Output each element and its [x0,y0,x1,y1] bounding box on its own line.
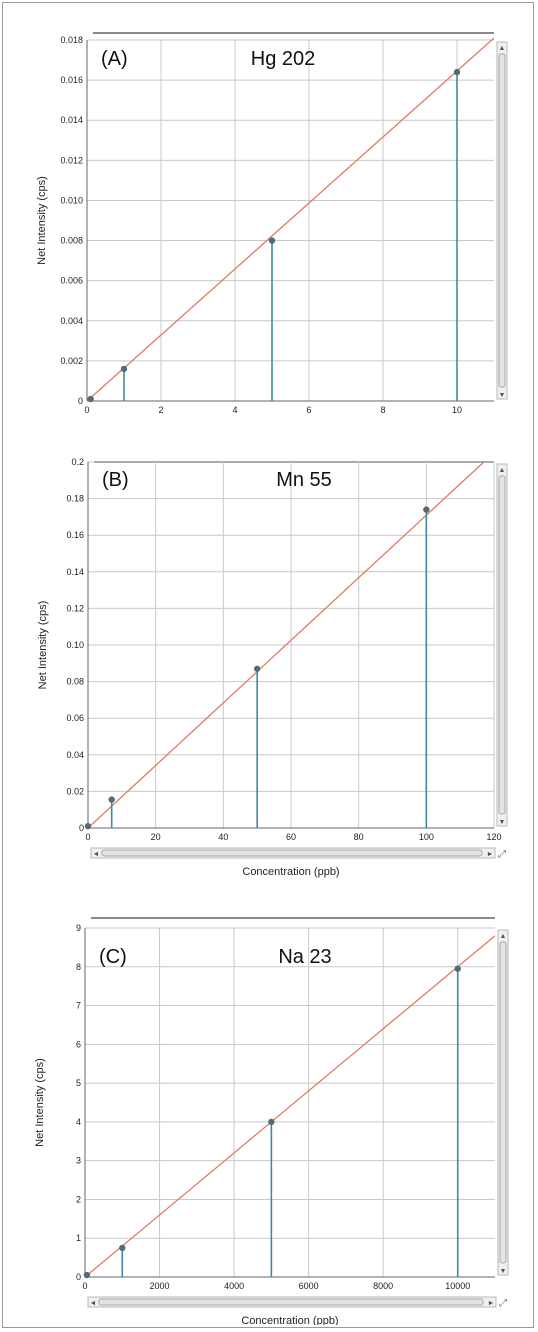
y-tick-label: 6 [76,1039,81,1049]
x-tick-label: 2000 [150,1281,170,1291]
scroll-up-arrow-icon[interactable]: ▲ [499,45,506,52]
y-tick-label: 9 [76,923,81,933]
x-axis-label: Concentration (ppb) [242,866,339,878]
y-tick-label: 0.010 [60,195,83,205]
y-tick-label: 0.18 [66,494,84,504]
x-tick-label: 6 [306,405,311,415]
calibration-fit-line [87,38,494,401]
y-axis-label: Net Intensity (cps) [34,1058,46,1147]
vertical-scroll-thumb[interactable] [498,53,506,388]
x-tick-label: 10 [452,405,462,415]
x-tick-label: 0 [84,405,89,415]
y-tick-label: 0.12 [66,603,84,613]
y-tick-label: 0.14 [66,567,84,577]
chart-panel-a: 0 0.002 0.004 0.006 0.008 0.010 0.012 0.014 0.01… [36,32,508,415]
chart-panel-b: 0 0.02 0.04 0.06 0.08 0.10 0.12 0.14 0.16 0.18 0.2… [37,457,508,878]
y-tick-label: 0.16 [66,530,84,540]
y-tick-label: 5 [76,1078,81,1088]
expand-icon[interactable]: ⤢ [498,849,506,860]
x-tick-label: 4000 [224,1281,244,1291]
data-point [120,365,128,373]
scroll-left-arrow-icon[interactable]: ◄ [90,1300,97,1307]
scroll-down-arrow-icon[interactable]: ▼ [500,1268,507,1275]
data-point [268,1118,275,1126]
y-tick-label: 0.002 [60,356,83,366]
x-tick-label: 10000 [445,1281,470,1291]
x-tick-label: 8000 [373,1281,393,1291]
panel-tag: (B) [102,469,129,491]
y-tick-label: 0.008 [60,236,83,246]
x-tick-label: 120 [486,832,501,842]
y-tick-label: 0.014 [60,115,83,125]
x-tick-label: 60 [286,832,296,842]
y-tick-label: 0.018 [60,35,83,45]
x-tick-label: 4 [232,405,237,415]
data-point [83,1271,91,1279]
vertical-scroll-thumb[interactable] [498,475,506,815]
y-tick-label: 0.004 [60,316,83,326]
vertical-scroll-thumb[interactable] [499,941,507,1264]
x-tick-label: 6000 [299,1281,319,1291]
y-tick-label: 0 [79,823,84,833]
x-tick-label: 0 [85,832,90,842]
y-axis-label: Net Intensity (cps) [37,601,49,690]
y-tick-label: 2 [76,1194,81,1204]
calibration-fit-line [85,935,495,1277]
data-point [84,822,92,830]
x-tick-label: 0 [82,1281,87,1291]
y-tick-label: 8 [76,962,81,972]
scroll-left-arrow-icon[interactable]: ◄ [93,851,100,858]
x-tick-label: 20 [151,832,161,842]
x-tick-label: 2 [158,405,163,415]
data-point [453,68,461,76]
y-tick-label: 7 [76,1001,81,1011]
horizontal-scroll-thumb[interactable] [101,849,483,857]
data-point [423,506,430,513]
panel-tag: (C) [99,946,127,968]
scroll-down-arrow-icon[interactable]: ▼ [499,819,506,826]
element-isotope-label: Mn 55 [276,469,332,491]
x-tick-label: 80 [354,832,364,842]
y-tick-label: 0.012 [60,155,83,165]
y-tick-label: 0.006 [60,276,83,286]
y-axis-label: Net Intensity (cps) [36,176,48,265]
y-tick-label: 3 [76,1156,81,1166]
calibration-fit-line [88,461,485,828]
y-tick-label: 0.2 [71,457,84,467]
horizontal-scroll-thumb[interactable] [98,1298,484,1306]
element-isotope-label: Hg 202 [251,48,316,70]
x-tick-label: 8 [380,405,385,415]
y-tick-label: 0.08 [66,677,84,687]
y-tick-label: 0.10 [66,640,84,650]
expand-icon[interactable]: ⤢ [499,1298,507,1309]
data-point [108,796,115,803]
data-point [454,965,461,972]
y-tick-label: 4 [76,1117,81,1127]
scroll-down-arrow-icon[interactable]: ▼ [499,392,506,399]
x-tick-label: 100 [419,832,434,842]
y-tick-label: 0 [78,396,83,406]
data-point [87,395,94,403]
y-tick-label: 1 [76,1233,81,1243]
x-axis-label: Concentration (ppb) [241,1315,338,1325]
element-isotope-label: Na 23 [278,946,331,968]
scroll-right-arrow-icon[interactable]: ► [487,851,494,858]
y-tick-label: 0.04 [66,750,84,760]
data-point [119,1244,126,1252]
y-tick-label: 0.02 [66,786,84,796]
panel-tag: (A) [101,48,128,70]
y-tick-label: 0 [76,1272,81,1282]
scroll-up-arrow-icon[interactable]: ▲ [499,467,506,474]
data-point [253,665,261,672]
scroll-up-arrow-icon[interactable]: ▲ [500,933,507,940]
y-tick-label: 0.016 [60,75,83,85]
x-tick-label: 40 [218,832,228,842]
y-tick-label: 0.06 [66,713,84,723]
scroll-right-arrow-icon[interactable]: ► [488,1300,495,1307]
data-point [268,237,276,244]
chart-panel-c: 0 1 2 3 4 5 6 7 8 9 0 2000 4000 6000 8000 10000 (C) Na 23… [34,917,509,1325]
